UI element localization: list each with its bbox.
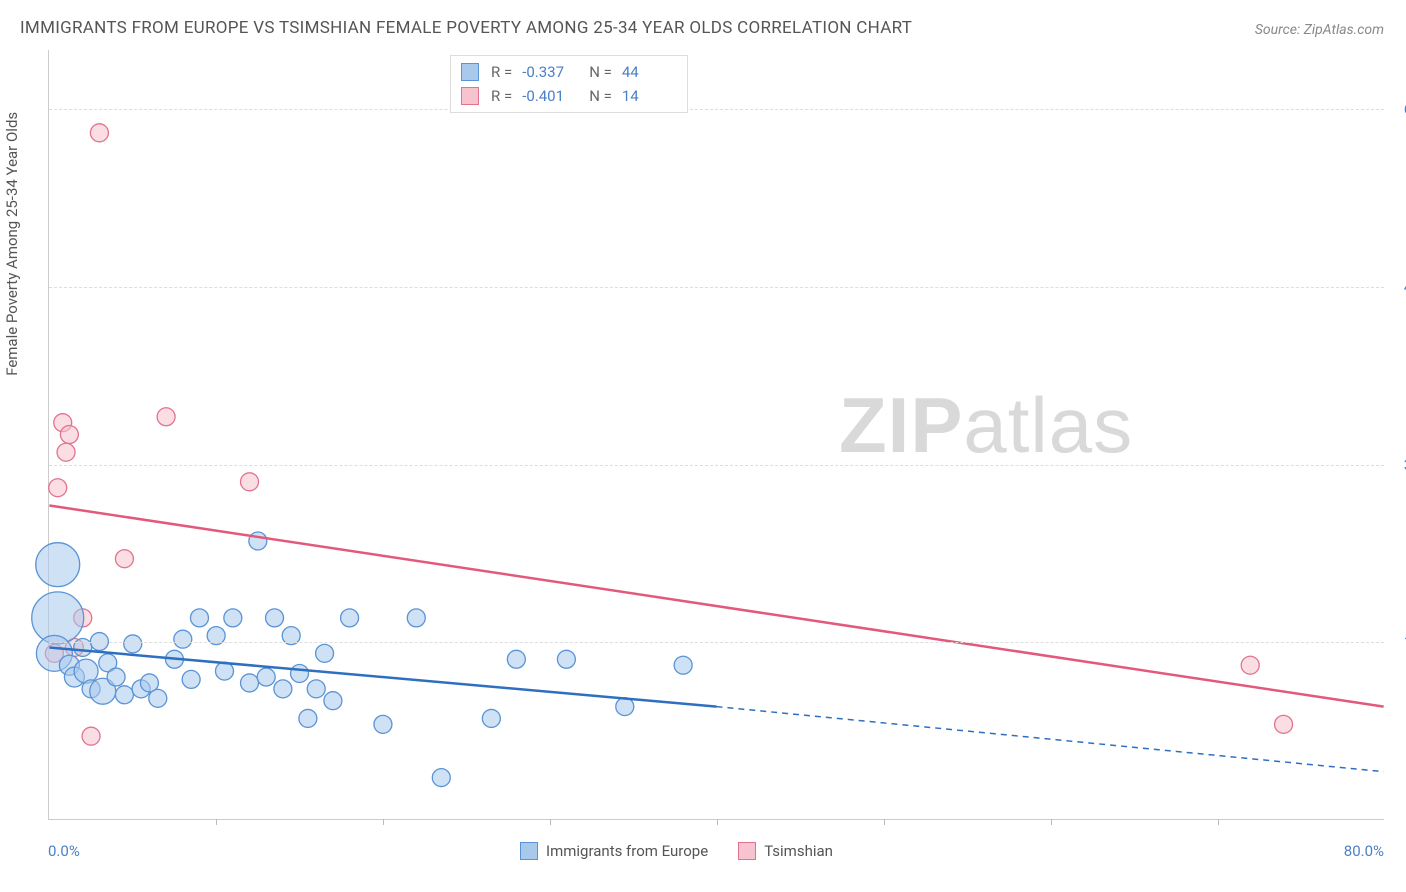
data-point: [57, 443, 75, 461]
data-point: [90, 124, 108, 142]
x-tick: [1051, 819, 1052, 825]
data-point: [1241, 656, 1259, 674]
y-tick-label: 45.0%: [1389, 278, 1406, 296]
x-tick: [884, 819, 885, 825]
n-label-1: N =: [589, 87, 612, 105]
data-point: [341, 609, 359, 627]
data-point: [82, 727, 100, 745]
data-point: [36, 543, 80, 587]
data-point: [216, 662, 234, 680]
data-point: [407, 609, 425, 627]
legend-label-0: Immigrants from Europe: [546, 842, 708, 860]
data-point: [107, 668, 125, 686]
plot-svg: [49, 50, 1384, 819]
r-value-0: -0.337: [522, 63, 577, 81]
data-point: [124, 635, 142, 653]
x-tick: [1218, 819, 1219, 825]
x-axis-max-label: 80.0%: [1344, 842, 1384, 860]
data-point: [115, 686, 133, 704]
x-axis-min-label: 0.0%: [48, 842, 80, 860]
gridline: [49, 287, 1384, 288]
r-label-1: R =: [491, 87, 512, 105]
data-point: [182, 670, 200, 688]
legend-bottom-item-1: Tsimshian: [738, 842, 833, 860]
data-point: [482, 709, 500, 727]
data-point: [324, 692, 342, 710]
r-value-1: -0.401: [522, 87, 577, 105]
y-tick-label: 15.0%: [1389, 633, 1406, 651]
data-point: [174, 630, 192, 648]
gridline: [49, 465, 1384, 466]
data-point: [307, 680, 325, 698]
data-point: [374, 715, 392, 733]
data-point: [74, 659, 98, 683]
data-point: [60, 426, 78, 444]
swatch-bottom-0: [520, 842, 538, 860]
source-attribution: Source: ZipAtlas.com: [1255, 22, 1384, 38]
data-point: [49, 479, 67, 497]
x-tick: [550, 819, 551, 825]
swatch-series-0: [461, 63, 479, 81]
data-point: [432, 769, 450, 787]
gridline: [49, 642, 1384, 643]
legend-stats: R = -0.337 N = 44 R = -0.401 N = 14: [450, 55, 688, 113]
data-point: [241, 674, 259, 692]
data-point: [674, 656, 692, 674]
n-label-0: N =: [589, 63, 612, 81]
x-tick: [717, 819, 718, 825]
y-tick-label: 60.0%: [1389, 100, 1406, 118]
swatch-bottom-1: [738, 842, 756, 860]
data-point: [74, 638, 92, 656]
n-value-1: 14: [622, 87, 677, 105]
x-tick: [216, 819, 217, 825]
legend-bottom: Immigrants from Europe Tsimshian: [520, 842, 833, 860]
data-point: [190, 609, 208, 627]
data-point: [316, 644, 334, 662]
data-point: [241, 473, 259, 491]
data-point: [507, 650, 525, 668]
r-label-0: R =: [491, 63, 512, 81]
legend-stats-row-1: R = -0.401 N = 14: [461, 84, 677, 108]
gridline: [49, 109, 1384, 110]
data-point: [291, 664, 309, 682]
data-point: [149, 689, 167, 707]
data-point: [266, 609, 284, 627]
data-point: [257, 668, 275, 686]
data-point: [557, 650, 575, 668]
y-tick-label: 30.0%: [1389, 456, 1406, 474]
swatch-series-1: [461, 87, 479, 105]
data-point: [115, 550, 133, 568]
data-point: [1275, 715, 1293, 733]
chart-title: IMMIGRANTS FROM EUROPE VS TSIMSHIAN FEMA…: [20, 18, 912, 38]
data-point: [274, 680, 292, 698]
data-point: [224, 609, 242, 627]
y-axis-title: Female Poverty Among 25-34 Year Olds: [3, 112, 21, 376]
data-point: [616, 698, 634, 716]
legend-bottom-item-0: Immigrants from Europe: [520, 842, 708, 860]
x-tick: [383, 819, 384, 825]
data-point: [157, 408, 175, 426]
n-value-0: 44: [622, 63, 677, 81]
legend-stats-row-0: R = -0.337 N = 44: [461, 60, 677, 84]
plot-area: ZIPatlas 15.0%30.0%45.0%60.0%: [48, 50, 1384, 820]
data-point: [299, 709, 317, 727]
data-point: [249, 532, 267, 550]
legend-label-1: Tsimshian: [764, 842, 833, 860]
